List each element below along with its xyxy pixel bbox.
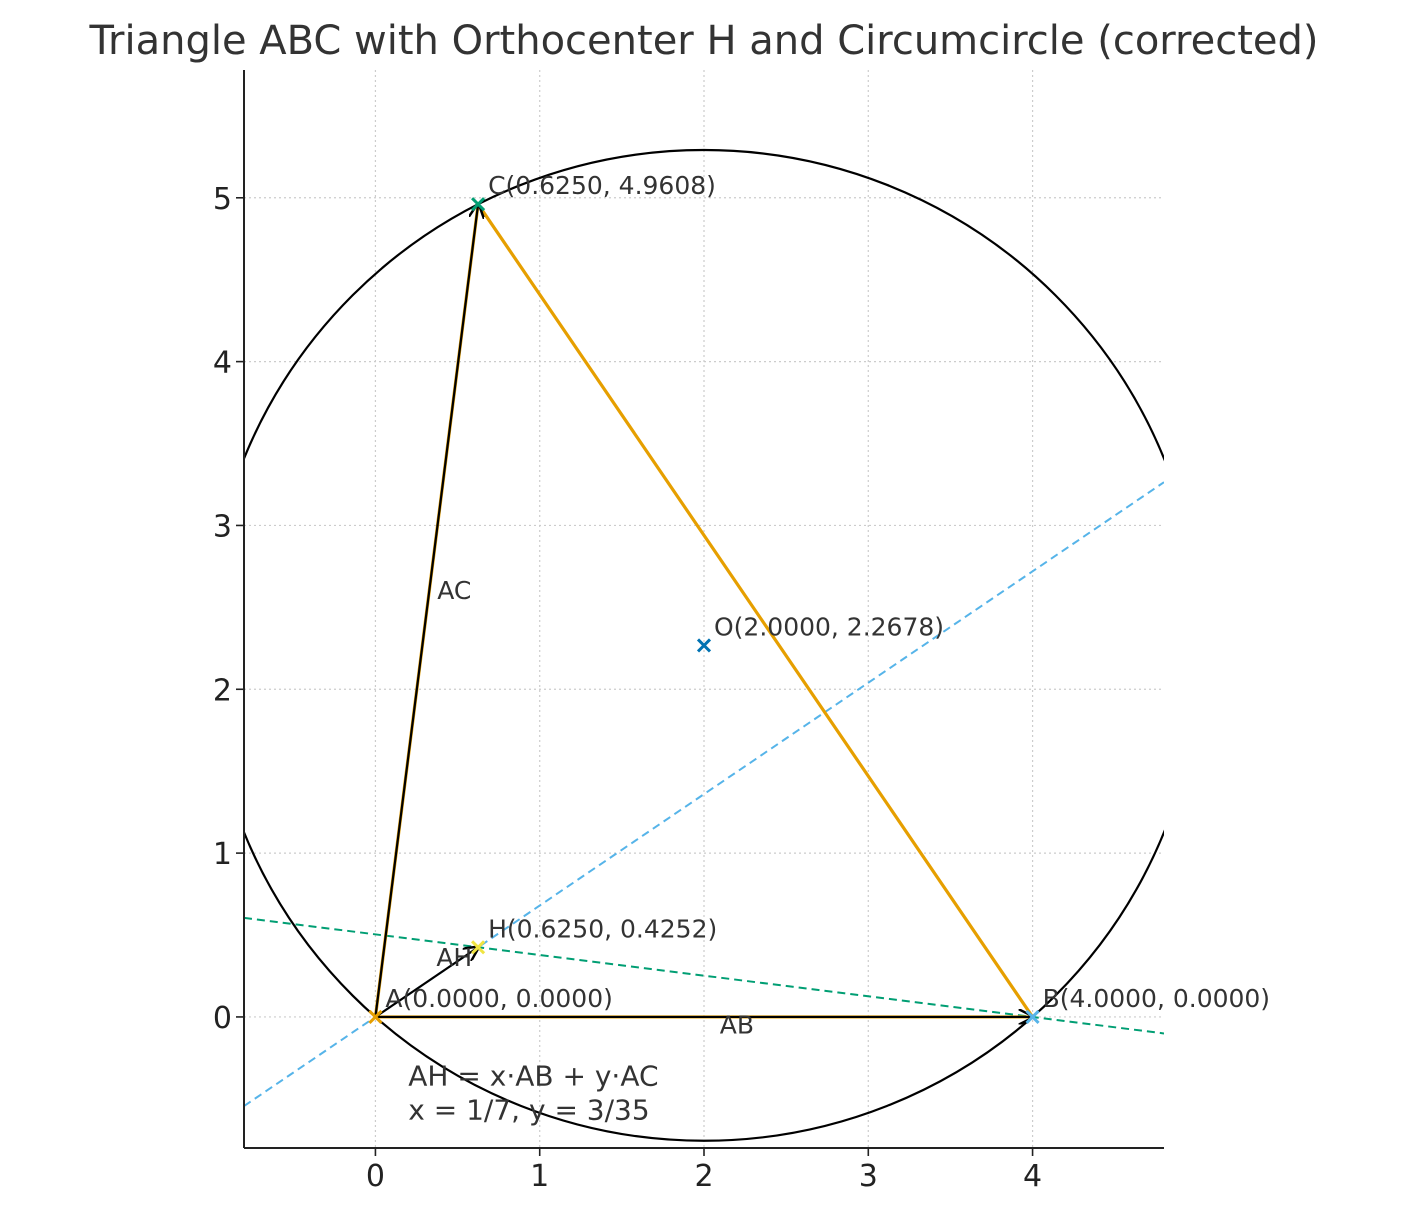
y-tick-label: 1 (213, 837, 232, 872)
y-tick-label: 4 (213, 346, 232, 381)
point-label-c: C(0.6250, 4.9608) (488, 171, 716, 200)
circumcircle (244, 149, 1164, 1142)
point-label-h: H(0.6250, 0.4252) (488, 914, 717, 943)
vectors (374, 204, 1032, 1018)
grid (244, 70, 1164, 1148)
vector-label-ac: AC (437, 576, 471, 605)
x-tick-label: 3 (859, 1159, 878, 1194)
vector-label-ah: AH (436, 943, 472, 972)
point-a (368, 1009, 383, 1024)
y-tick-label: 5 (213, 182, 232, 217)
y-tick-label: 2 (213, 673, 232, 708)
point-label-o: O(2.0000, 2.2678) (714, 612, 944, 641)
x-tick-label: 4 (1023, 1159, 1042, 1194)
x-tick-label: 0 (366, 1159, 385, 1194)
y-tick-label: 0 (213, 1001, 232, 1036)
altitude-line-bh (244, 916, 1164, 1035)
x-tick-label: 2 (694, 1159, 713, 1194)
vector-label-ab: AB (720, 1010, 754, 1039)
point-o (696, 638, 712, 653)
point-labels: AB AC AH A(0.0000, 0.0000) B(4.0000, 0.0000)… (385, 171, 1270, 1039)
x-tick-label: 1 (530, 1159, 549, 1194)
points (368, 197, 1040, 1024)
formula-line-1: AH = x·AB + y·AC (408, 1060, 658, 1093)
point-b (1025, 1009, 1040, 1024)
point-c (471, 197, 486, 212)
y-tick-label: 3 (213, 509, 232, 544)
chart-title: Triangle ABC with Orthocenter H and Circ… (88, 18, 1318, 64)
formula-line-2: x = 1/7, y = 3/35 (408, 1094, 649, 1127)
point-label-b: B(4.0000, 0.0000) (1043, 984, 1271, 1013)
axis-ticks: 0 1 2 3 4 0 1 2 3 4 5 (213, 182, 1042, 1194)
vector-ah (374, 947, 478, 1018)
point-h (471, 940, 486, 955)
point-label-a: A(0.0000, 0.0000) (385, 984, 612, 1013)
vector-ac (374, 204, 478, 1018)
plot-area (244, 149, 1164, 1142)
